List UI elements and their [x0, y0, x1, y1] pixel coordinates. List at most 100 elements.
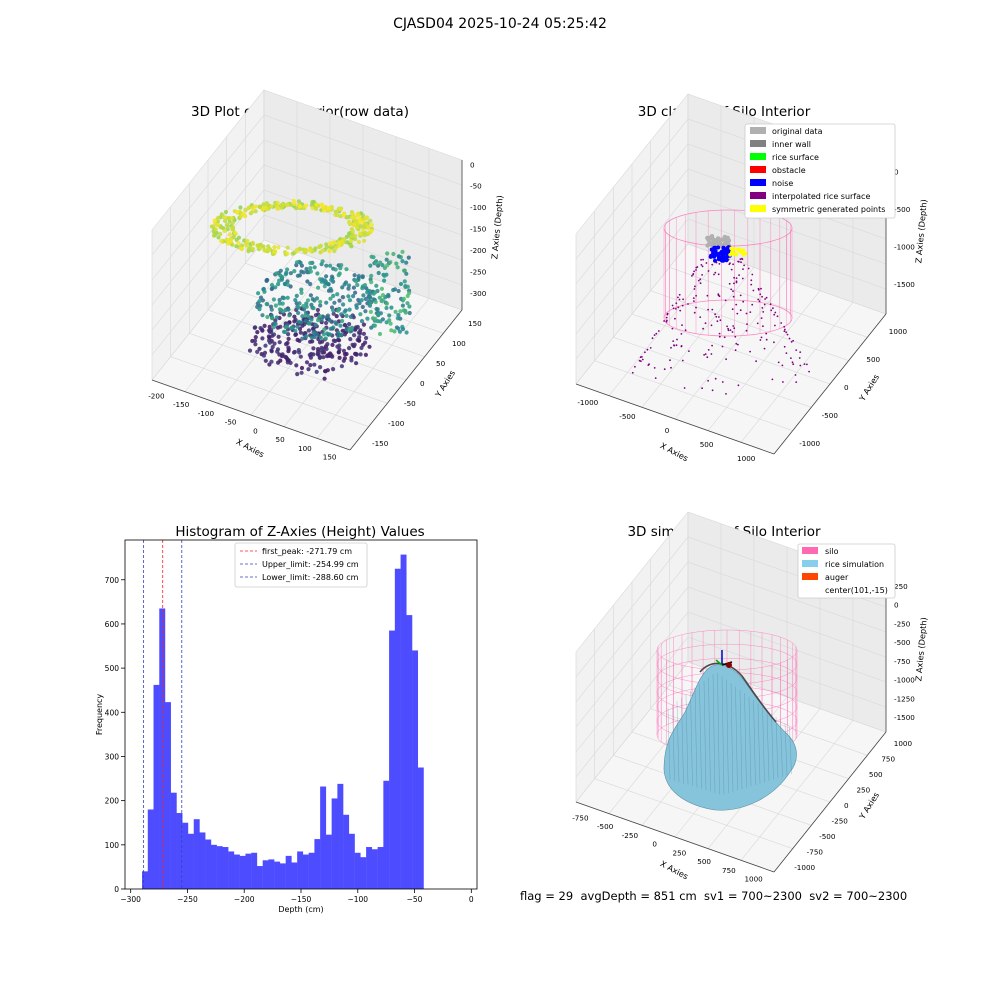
- legend-swatch: [750, 127, 766, 134]
- scatter-point: [368, 218, 373, 223]
- interpolated-point: [774, 324, 776, 327]
- interpolated-point: [773, 341, 775, 344]
- scatter-point: [258, 246, 263, 251]
- x-tick-label: −200: [234, 895, 255, 904]
- interpolated-point: [794, 374, 797, 376]
- rice-mesh-line: [739, 689, 743, 790]
- scatter-point: [336, 330, 341, 335]
- rice-mesh-line: [721, 676, 725, 795]
- interpolated-point: [695, 266, 698, 269]
- scatter-point: [346, 294, 351, 299]
- scatter-point: [387, 318, 392, 323]
- scatter-point: [361, 322, 366, 327]
- scatter-point: [315, 351, 320, 357]
- scatter-point: [251, 206, 256, 211]
- interpolated-point: [713, 273, 715, 276]
- axis-line: [575, 383, 775, 455]
- scatter-point: [369, 254, 374, 259]
- axis-line: [349, 309, 463, 451]
- y-tick-label: 200: [105, 797, 120, 806]
- scatter-point: [303, 318, 308, 323]
- interpolated-point: [792, 339, 794, 342]
- interpolated-point: [697, 279, 700, 282]
- histogram-bar: [251, 852, 258, 889]
- histogram-bar: [343, 814, 350, 889]
- histogram-bar: [256, 866, 263, 889]
- interpolated-point: [718, 335, 721, 338]
- histogram-bar: [279, 863, 286, 889]
- rice-mesh-line: [762, 706, 765, 783]
- interpolated-point: [674, 317, 676, 320]
- auger-marker: [726, 662, 732, 668]
- scatter-point: [403, 284, 408, 290]
- plot4-simulation-chart: -750-500-25002505007501000-1000-750-500-…: [572, 511, 929, 884]
- interpolated-point: [765, 338, 768, 341]
- interpolated-point: [761, 295, 763, 298]
- scatter-point: [308, 260, 313, 266]
- scatter-point: [309, 351, 314, 357]
- scatter-point: [404, 260, 409, 265]
- interpolated-point: [665, 316, 668, 319]
- scatter-point: [300, 314, 305, 319]
- scatter-point: [285, 360, 290, 365]
- x-tick-label: -250: [622, 831, 639, 840]
- scatter-point: [336, 273, 341, 278]
- scatter-point: [298, 204, 303, 209]
- scatter-point: [331, 325, 336, 330]
- scatter-point: [398, 281, 404, 287]
- scatter-point: [364, 216, 369, 221]
- scatter-point: [359, 298, 364, 303]
- scatter-point: [276, 282, 281, 287]
- interpolated-point: [687, 303, 689, 305]
- interpolated-point: [737, 384, 740, 387]
- interpolated-point: [704, 322, 707, 325]
- scatter-point: [299, 370, 304, 375]
- histogram-bar: [366, 847, 373, 889]
- interpolated-point: [750, 279, 753, 282]
- interpolated-point: [735, 303, 738, 306]
- scatter-point: [407, 304, 412, 309]
- scatter-point: [402, 268, 407, 273]
- interpolated-point: [682, 298, 684, 301]
- scatter-point: [296, 319, 302, 324]
- scatter-point: [348, 243, 353, 248]
- histogram-bar: [314, 839, 321, 889]
- interpolated-point: [759, 339, 762, 341]
- scatter-point: [269, 204, 274, 209]
- interpolated-point: [649, 347, 652, 349]
- interpolated-point: [759, 293, 762, 296]
- scatter-point: [255, 349, 260, 354]
- x-tick-label: 0: [652, 840, 657, 849]
- scatter-point: [357, 231, 363, 236]
- y-tick-label: 0: [114, 885, 119, 894]
- histogram-bar: [377, 847, 384, 889]
- interpolated-point: [760, 336, 763, 339]
- scatter-point: [340, 239, 345, 244]
- scatter-point: [400, 259, 405, 264]
- scatter-point: [362, 283, 368, 288]
- interpolated-point: [706, 356, 709, 359]
- scatter-point: [382, 273, 387, 278]
- scatter-point: [262, 205, 267, 210]
- scatter-point: [400, 303, 405, 308]
- y-tick-label: 500: [869, 770, 883, 779]
- scatter-point: [238, 205, 243, 210]
- scatter-point: [238, 246, 243, 251]
- scatter-point: [285, 203, 290, 208]
- z-tick-label: 0: [470, 160, 475, 169]
- rice-mesh-line: [685, 694, 689, 785]
- legend-label: rice simulation: [825, 560, 884, 569]
- histogram-bar: [406, 615, 413, 889]
- z-tick-label: -150: [470, 225, 487, 234]
- scatter-point: [211, 224, 216, 229]
- histogram-bar: [354, 852, 361, 889]
- scatter-point: [347, 322, 352, 327]
- scatter-point: [230, 216, 235, 221]
- y-tick-label: 150: [468, 319, 482, 328]
- legend-label: Upper_limit: -254.99 cm: [262, 560, 359, 569]
- original-point: [722, 241, 728, 246]
- histogram-bar: [228, 851, 235, 889]
- scatter-point: [276, 245, 281, 250]
- scatter-point: [267, 248, 272, 253]
- scatter-point: [286, 336, 291, 341]
